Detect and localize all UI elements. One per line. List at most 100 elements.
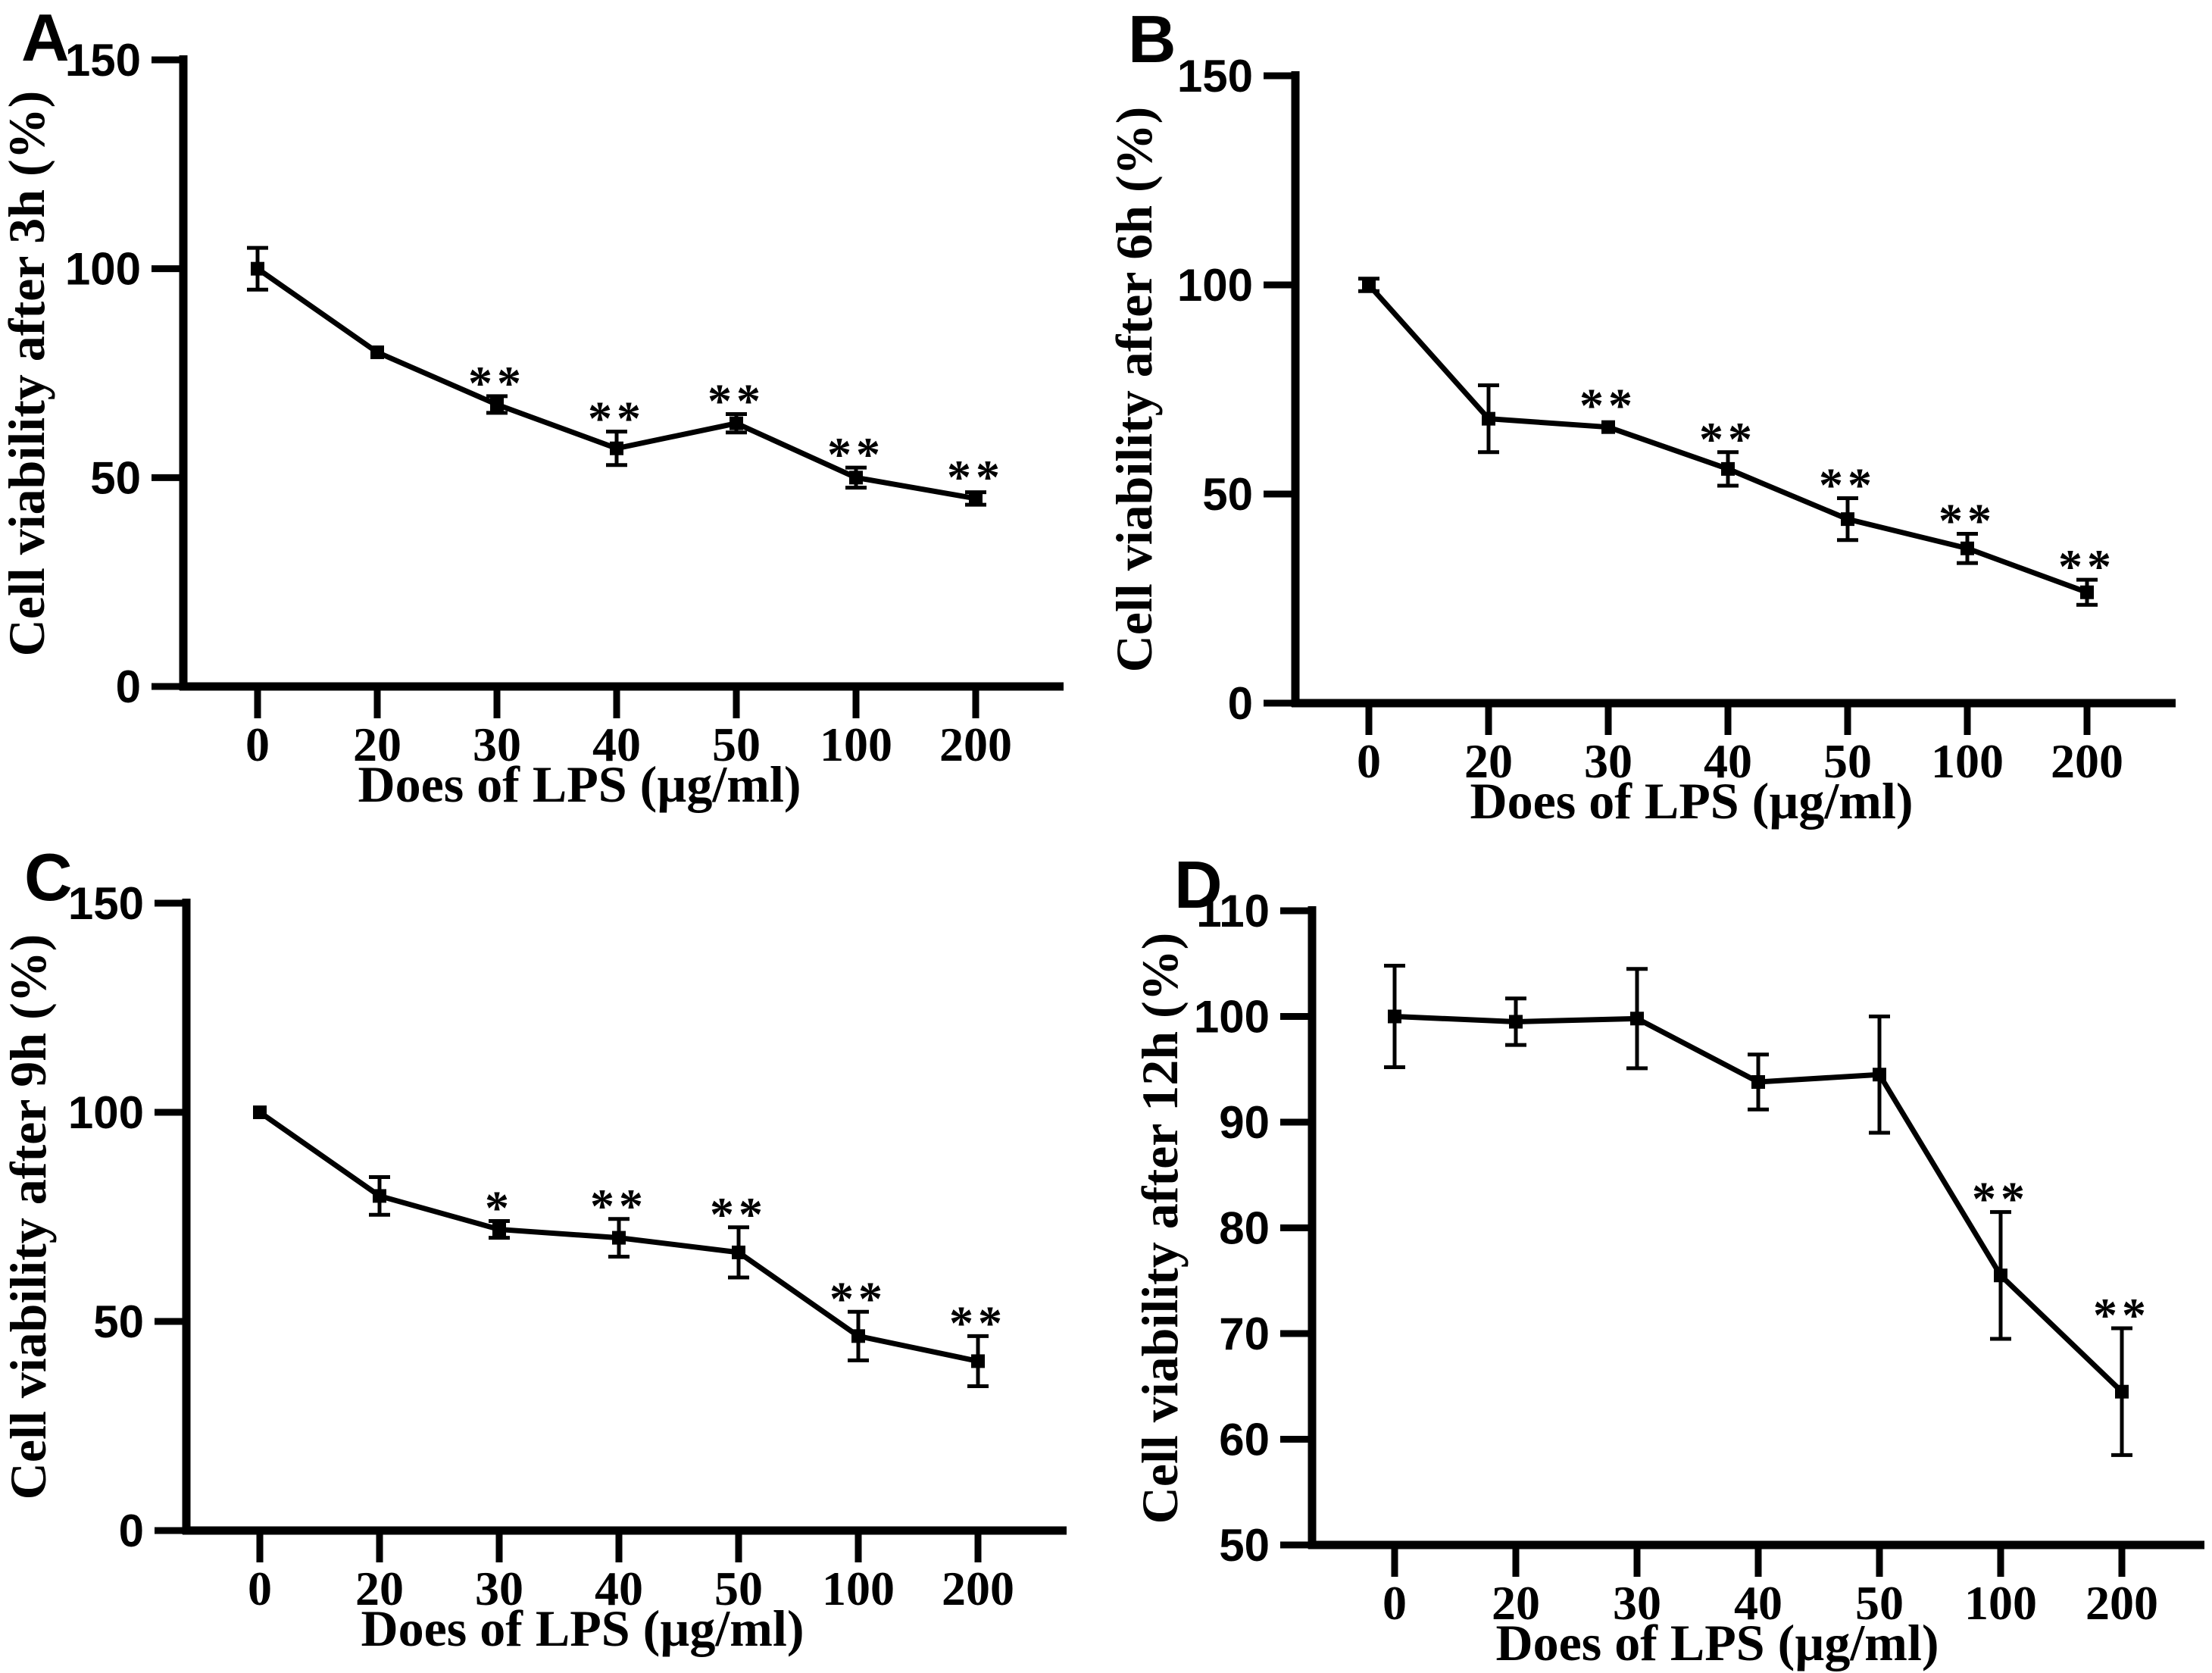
- data-point-marker: [1873, 1068, 1886, 1082]
- y-tick-label: 110: [1196, 886, 1270, 937]
- data-point-marker: [2115, 1384, 2129, 1399]
- data-point-marker: [1630, 1012, 1644, 1026]
- x-tick-label: 50: [1823, 734, 1872, 788]
- y-axis-title: Cell viability after 9h (%): [0, 934, 57, 1500]
- panel-D: 50 60 70 80 90 100 110 0 20 30 40 50 100 200 Cell viab…: [1106, 836, 2212, 1673]
- significance-marker: **: [949, 1296, 1007, 1349]
- panel-B: 0 50 100 150 0 20 30 40 50 100 200 Cell viability a…: [1106, 0, 2212, 836]
- significance-marker: **: [827, 427, 885, 481]
- x-tick-label: 20: [1464, 734, 1513, 788]
- y-tick-label: 50: [90, 452, 141, 503]
- x-tick-label: 0: [1357, 734, 1381, 788]
- data-point-marker: [373, 1189, 386, 1203]
- y-tick-label: 100: [65, 244, 141, 295]
- data-point-marker: [1751, 1074, 1765, 1089]
- significance-marker: *: [485, 1181, 514, 1235]
- x-tick-label: 100: [820, 718, 892, 771]
- x-tick-label: 200: [939, 718, 1012, 771]
- data-point-marker: [492, 1222, 506, 1237]
- data-point-marker: [851, 1329, 865, 1343]
- y-tick-label: 100: [1177, 260, 1253, 311]
- chart-D-cell-viability-12h: 50 60 70 80 90 100 110 0 20 30 40 50 100 200 Cell viab…: [1131, 886, 2204, 1671]
- x-tick-label: 50: [1855, 1576, 1904, 1630]
- data-point-marker: [1960, 541, 1974, 555]
- y-tick-label: 90: [1219, 1097, 1270, 1148]
- data-point-marker: [610, 441, 623, 455]
- chart-C-cell-viability-9h: 0 50 100 150 0 20 30 40 50 100 200 Cell viability a…: [0, 878, 1067, 1657]
- data-point-marker: [732, 1245, 745, 1259]
- data-point-marker: [1841, 512, 1854, 527]
- y-tick-label: 60: [1219, 1415, 1270, 1465]
- x-axis-title: Does of LPS (µg/ml): [1470, 772, 1913, 830]
- y-axis-title: Cell viability after 3h (%): [0, 91, 55, 657]
- significance-marker: **: [710, 1187, 767, 1241]
- data-point-marker: [1362, 278, 1376, 292]
- y-tick-label: 70: [1219, 1309, 1270, 1359]
- data-point-marker: [253, 1105, 267, 1119]
- x-tick-label: 200: [2051, 734, 2123, 788]
- x-axis-title: Does of LPS (µg/ml): [358, 755, 801, 813]
- significance-marker: **: [830, 1271, 887, 1325]
- x-tick-label: 40: [592, 718, 641, 771]
- y-tick-label: 150: [68, 878, 144, 929]
- y-tick-label: 0: [119, 1506, 144, 1556]
- x-tick-label: 20: [353, 718, 401, 771]
- panel-label-A: A: [21, 0, 70, 75]
- significance-marker: **: [708, 374, 765, 428]
- y-tick-label: 150: [1177, 51, 1253, 102]
- x-tick-label: 50: [712, 718, 761, 771]
- x-tick-label: 200: [2085, 1576, 2158, 1630]
- x-tick-label: 100: [822, 1562, 895, 1615]
- data-point-marker: [612, 1231, 626, 1245]
- x-tick-label: 100: [1964, 1576, 2037, 1630]
- x-tick-label: 0: [1382, 1576, 1407, 1630]
- y-tick-label: 50: [1219, 1520, 1270, 1571]
- chart-B-cell-viability-6h: 0 50 100 150 0 20 30 40 50 100 200 Cell viability a…: [1106, 51, 2176, 830]
- significance-marker: **: [2093, 1288, 2151, 1342]
- panel-label-C: C: [24, 840, 73, 915]
- y-tick-label: 50: [93, 1296, 144, 1347]
- significance-marker: **: [2058, 539, 2116, 593]
- significance-marker: **: [1579, 379, 1637, 433]
- significance-marker: **: [1939, 493, 1996, 547]
- significance-marker: **: [1699, 412, 1757, 466]
- x-tick-label: 40: [1704, 734, 1752, 788]
- significance-marker: **: [468, 356, 526, 410]
- y-tick-label: 50: [1202, 469, 1253, 520]
- significance-marker: **: [1819, 458, 1876, 512]
- x-tick-label: 30: [1584, 734, 1632, 788]
- x-tick-label: 0: [245, 718, 270, 771]
- data-point-marker: [971, 1354, 985, 1368]
- significance-marker: **: [947, 450, 1004, 504]
- x-tick-label: 30: [473, 718, 521, 771]
- x-tick-label: 100: [1931, 734, 2004, 788]
- x-tick-label: 200: [942, 1562, 1014, 1615]
- data-point-marker: [251, 261, 264, 276]
- y-tick-label: 150: [65, 35, 141, 86]
- x-tick-label: 30: [475, 1562, 523, 1615]
- y-tick-label: 100: [1194, 992, 1270, 1043]
- x-tick-label: 20: [355, 1562, 404, 1615]
- data-point-marker: [2080, 585, 2094, 599]
- panel-label-B: B: [1128, 2, 1176, 77]
- data-point-marker: [969, 491, 983, 505]
- x-axis-title: Does of LPS (µg/ml): [1495, 1614, 1939, 1671]
- data-point-marker: [1994, 1268, 2007, 1283]
- data-point-marker: [730, 416, 743, 430]
- y-tick-label: 0: [1228, 678, 1253, 729]
- panel-A: 0 50 100 150 0 20 30 40 50 100 200 Cell viability a…: [0, 0, 1106, 836]
- data-point-marker: [370, 345, 384, 359]
- x-tick-label: 20: [1492, 1576, 1540, 1630]
- panel-C: 0 50 100 150 0 20 30 40 50 100 200 Cell viability a…: [0, 836, 1106, 1673]
- y-axis-title: Cell viability after 12h (%): [1131, 933, 1189, 1524]
- data-point-marker: [1721, 461, 1735, 476]
- y-tick-label: 0: [116, 661, 141, 712]
- x-tick-label: 40: [595, 1562, 643, 1615]
- significance-marker: **: [1972, 1172, 2029, 1226]
- data-point-marker: [1482, 411, 1495, 426]
- data-point-marker: [849, 471, 863, 485]
- significance-marker: **: [590, 1179, 648, 1233]
- significance-marker: **: [588, 392, 645, 446]
- panel-label-D: D: [1174, 847, 1223, 922]
